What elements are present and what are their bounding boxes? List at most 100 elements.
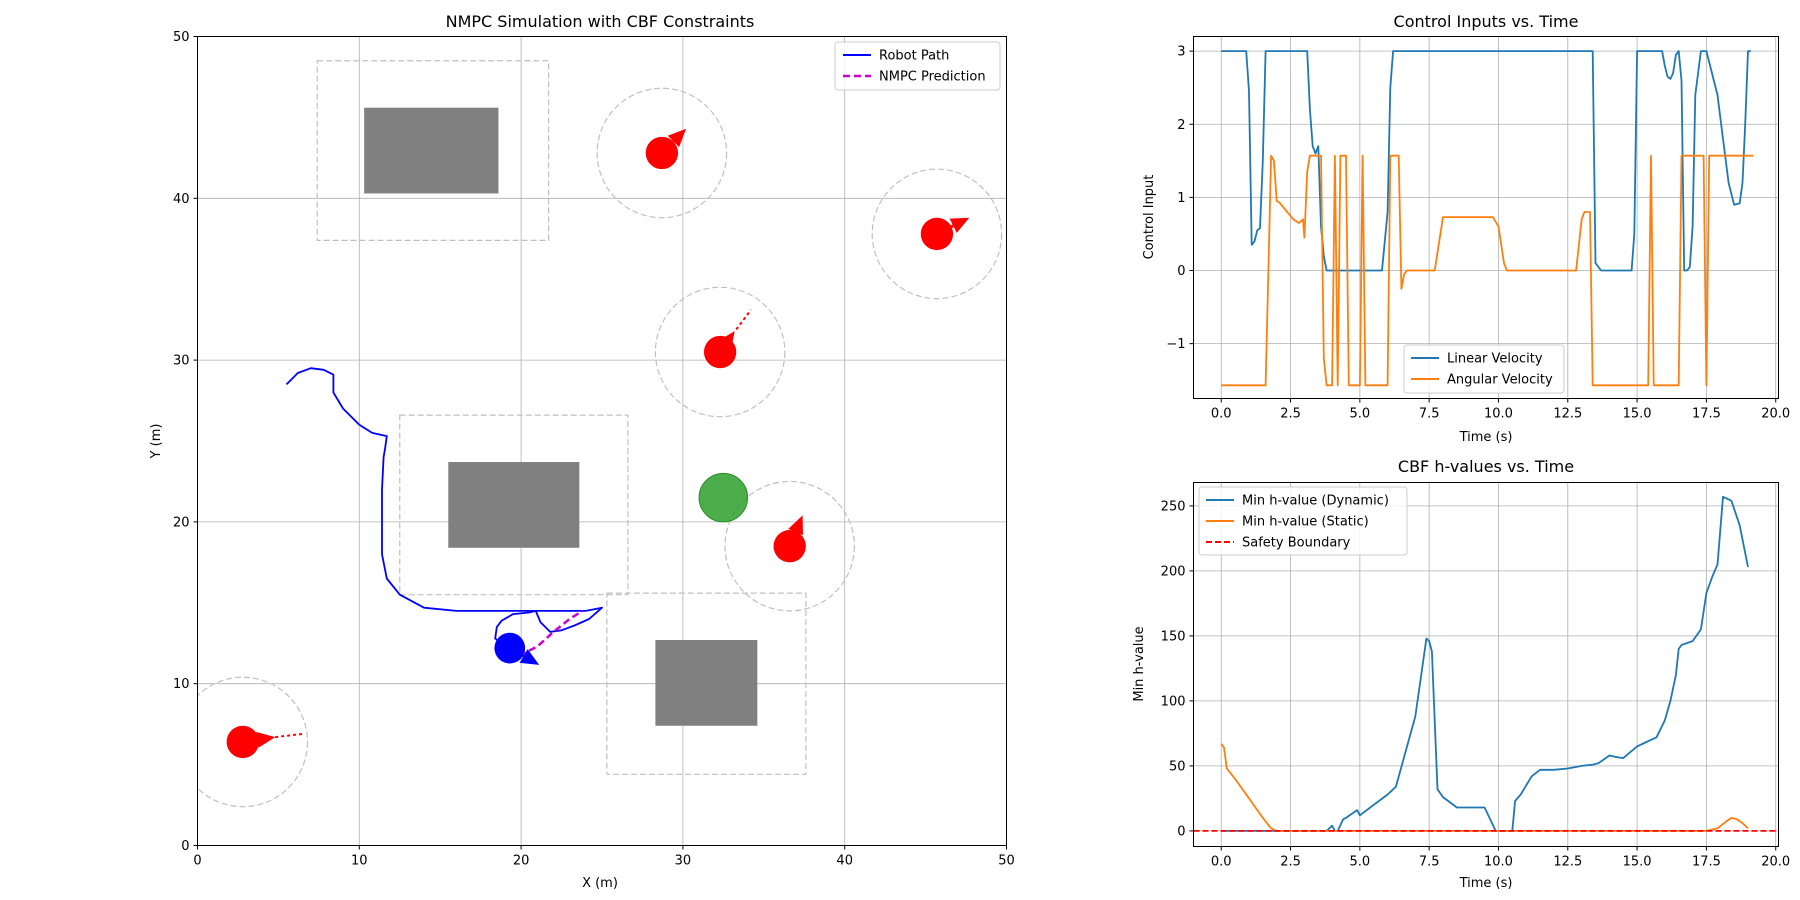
- dynamic-obstacle-velocity-arrow-head: [949, 217, 970, 233]
- control-y-tick-label: 3: [1177, 45, 1185, 60]
- dynamic-obstacle-velocity-arrow-shaft: [242, 738, 258, 744]
- control-series-angular-velocity: [1221, 154, 1754, 387]
- static-obstacle: [448, 462, 580, 548]
- control-x-axis-label: Time (s): [1459, 430, 1513, 445]
- control-x-tick-label: 7.5: [1419, 407, 1440, 422]
- control-legend: Linear Velocity Angular Velocity: [1403, 344, 1565, 394]
- nmpc-simulation-chart: NMPC Simulation with CBF Constraints 0 10…: [149, 12, 1015, 891]
- nmpc-x-tick-label: 10: [351, 854, 368, 869]
- dynamic-obstacle-velocity-arrow-head: [788, 515, 803, 536]
- static-obstacle: [655, 640, 758, 726]
- nmpc-y-tick-label: 40: [173, 192, 190, 207]
- static-obstacle-safety-zone: [316, 60, 550, 241]
- dynamic-obstacle-velocity-arrow-head: [667, 128, 687, 148]
- nmpc-plot-clipped: [197, 60, 1003, 808]
- dynamic-obstacle-velocity-arrow-shaft: [788, 531, 798, 547]
- cbf-y-tick-label: 150: [1161, 629, 1186, 644]
- cbf-legend: Min h-value (Dynamic) Min h-value (Stati…: [1198, 486, 1408, 556]
- legend-robot-path-label: Robot Path: [879, 49, 949, 64]
- dynamic-obstacle-velocity-arrow-head: [717, 331, 735, 351]
- control-x-tick-label: 10.0: [1484, 407, 1513, 422]
- control-x-tick-label: 17.5: [1692, 407, 1721, 422]
- dynamic-obstacle-velocity-arrow-shaft: [718, 344, 726, 353]
- control-x-tick-label: 0.0: [1211, 407, 1232, 422]
- nmpc-grid: [197, 36, 1007, 846]
- goal-marker: [698, 472, 749, 523]
- dynamic-obstacle-safety-zone: [197, 676, 309, 808]
- cbf-axes-frame: [1193, 482, 1779, 847]
- control-x-tick-label: 12.5: [1553, 407, 1582, 422]
- nmpc-y-tick-label: 10: [173, 677, 190, 692]
- legend-static-label: Min h-value (Static): [1242, 515, 1369, 530]
- static-obstacle: [364, 107, 499, 194]
- control-y-tick-label: −1: [1166, 337, 1185, 352]
- cbf-x-tick-label: 12.5: [1553, 855, 1582, 870]
- cbf-plot-clipped: [1193, 495, 1779, 832]
- dynamic-obstacle-velocity-arrow-shaft: [660, 140, 675, 155]
- robot-heading-arrow-shaft: [509, 646, 525, 658]
- control-inputs-chart: Control Inputs vs. Time 0.0 2.5 5.0 7.5 10.0…: [1142, 12, 1790, 445]
- cbf-y-tick-label: 100: [1161, 694, 1186, 709]
- static-obstacle-safety-zone: [606, 592, 807, 775]
- static-obstacle-safety-zone: [399, 414, 629, 596]
- cbf-x-axis-label: Time (s): [1459, 876, 1513, 891]
- nmpc-x-tick-label: 0: [193, 854, 201, 869]
- legend-nmpc-prediction-label: NMPC Prediction: [879, 70, 986, 85]
- control-series-linear-velocity: [1221, 50, 1751, 272]
- cbf-x-tick-label: 7.5: [1419, 855, 1440, 870]
- nmpc-x-axis-label: X (m): [582, 876, 618, 891]
- control-ticks: 0.0 2.5 5.0 7.5 10.0 12.5 15.0 17.5 20.0 −1 0 1 2 3: [1166, 45, 1790, 422]
- cbf-y-tick-label: 250: [1161, 499, 1186, 514]
- control-axes-frame: [1193, 36, 1779, 399]
- cbf-y-tick-label: 200: [1161, 564, 1186, 579]
- nmpc-x-tick-label: 30: [675, 854, 692, 869]
- nmpc-legend-box: [834, 41, 1001, 91]
- cbf-series-min-h-value-static: [1220, 743, 1749, 832]
- cbf-series-min-h-value-dynamic: [1221, 495, 1749, 832]
- dynamic-obstacle-safety-zone: [724, 480, 856, 612]
- cbf-x-tick-label: 5.0: [1350, 855, 1371, 870]
- cbf-y-axis-label: Min h-value: [1132, 626, 1147, 701]
- cbf-chart-title: CBF h-values vs. Time: [1398, 457, 1574, 476]
- nmpc-y-tick-label: 30: [173, 354, 190, 369]
- dynamic-obstacle-safety-zone: [654, 286, 786, 418]
- dynamic-obstacle-velocity-arrow-shaft: [936, 224, 954, 236]
- nmpc-axes-frame: [197, 36, 1007, 846]
- cbf-x-tick-label: 2.5: [1280, 855, 1301, 870]
- control-x-tick-label: 15.0: [1623, 407, 1652, 422]
- cbf-x-tick-label: 10.0: [1484, 855, 1513, 870]
- cbf-y-tick-label: 50: [1169, 759, 1186, 774]
- control-y-tick-label: 2: [1177, 118, 1185, 133]
- nmpc-y-tick-label: 0: [181, 839, 189, 854]
- control-y-axis-label: Control Input: [1142, 175, 1157, 260]
- control-y-tick-label: 1: [1177, 191, 1185, 206]
- dynamic-obstacle-predicted-path: [735, 309, 752, 330]
- nmpc-x-tick-label: 50: [998, 854, 1015, 869]
- dynamic-obstacle-predicted-path: [275, 732, 303, 739]
- control-x-tick-label: 5.0: [1350, 407, 1371, 422]
- nmpc-x-tick-label: 40: [836, 854, 853, 869]
- legend-angular-velocity-label: Angular Velocity: [1447, 373, 1553, 388]
- dynamic-obstacle-safety-zone: [596, 87, 728, 219]
- nmpc-x-tick-label: 20: [513, 854, 530, 869]
- nmpc-ticks: 0 10 20 30 40 50 0 10 20 30 40 50: [173, 30, 1015, 869]
- legend-safety-boundary-label: Safety Boundary: [1242, 536, 1351, 551]
- control-plot-area: [1221, 50, 1754, 387]
- cbf-x-tick-label: 15.0: [1623, 855, 1652, 870]
- cbf-x-tick-label: 0.0: [1211, 855, 1232, 870]
- control-legend-box: [1403, 344, 1565, 394]
- nmpc-y-axis-label: Y (m): [149, 424, 164, 460]
- cbf-legend-box: [1198, 486, 1408, 556]
- control-chart-title: Control Inputs vs. Time: [1394, 12, 1579, 31]
- cbf-ticks: 0.0 2.5 5.0 7.5 10.0 12.5 15.0 17.5 20.0 0 50 100 15…: [1161, 499, 1791, 869]
- robot-heading-arrow-head: [519, 649, 540, 665]
- cbf-plot-area: [1193, 495, 1779, 832]
- nmpc-chart-title: NMPC Simulation with CBF Constraints: [446, 12, 755, 31]
- nmpc-y-tick-label: 50: [173, 30, 190, 45]
- robot-path-line: [285, 367, 603, 649]
- control-plot-clipped: [1221, 50, 1754, 387]
- nmpc-y-tick-label: 20: [173, 515, 190, 530]
- control-y-tick-label: 0: [1177, 264, 1185, 279]
- legend-linear-velocity-label: Linear Velocity: [1447, 352, 1543, 367]
